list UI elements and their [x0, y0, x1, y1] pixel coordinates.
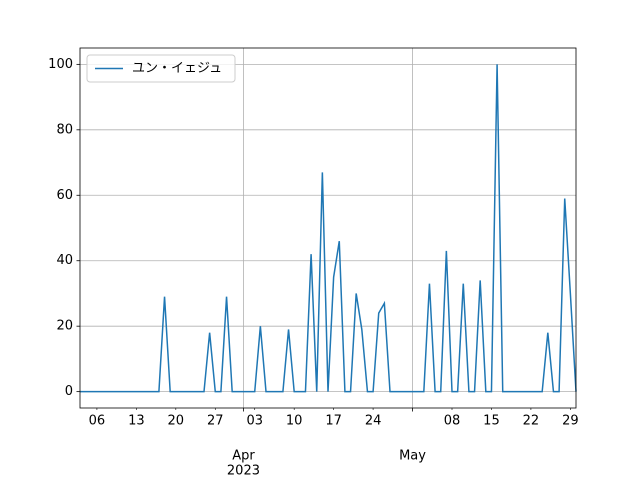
y-tick-label: 60	[56, 188, 73, 203]
y-tick-label: 100	[48, 57, 73, 72]
x-tick-label: 15	[483, 414, 500, 429]
x-tick-label: 17	[325, 414, 342, 429]
x-tick-label: 20	[168, 414, 185, 429]
legend-label: ユン・イェジュ	[132, 61, 222, 76]
x-tick-label: Apr	[232, 449, 255, 464]
x-tick-label: 27	[207, 414, 224, 429]
y-tick-label: 20	[56, 319, 73, 334]
x-tick-label: 08	[444, 414, 461, 429]
x-year-label: 2023	[227, 464, 260, 479]
x-tick-label: 22	[523, 414, 540, 429]
x-tick-label: 10	[286, 414, 303, 429]
x-tick-label: 13	[128, 414, 145, 429]
legend-box	[86, 54, 236, 83]
y-tick-label: 0	[65, 384, 73, 399]
x-tick-label: 24	[365, 414, 382, 429]
line-series	[80, 64, 577, 393]
x-tick-label: 29	[562, 414, 579, 429]
plot-frame	[79, 47, 577, 409]
x-tick-label: 06	[89, 414, 106, 429]
y-tick-label: 80	[56, 122, 73, 137]
x-tick-label: May	[399, 449, 426, 464]
y-tick-label: 40	[56, 253, 73, 268]
x-tick-label: 03	[246, 414, 263, 429]
